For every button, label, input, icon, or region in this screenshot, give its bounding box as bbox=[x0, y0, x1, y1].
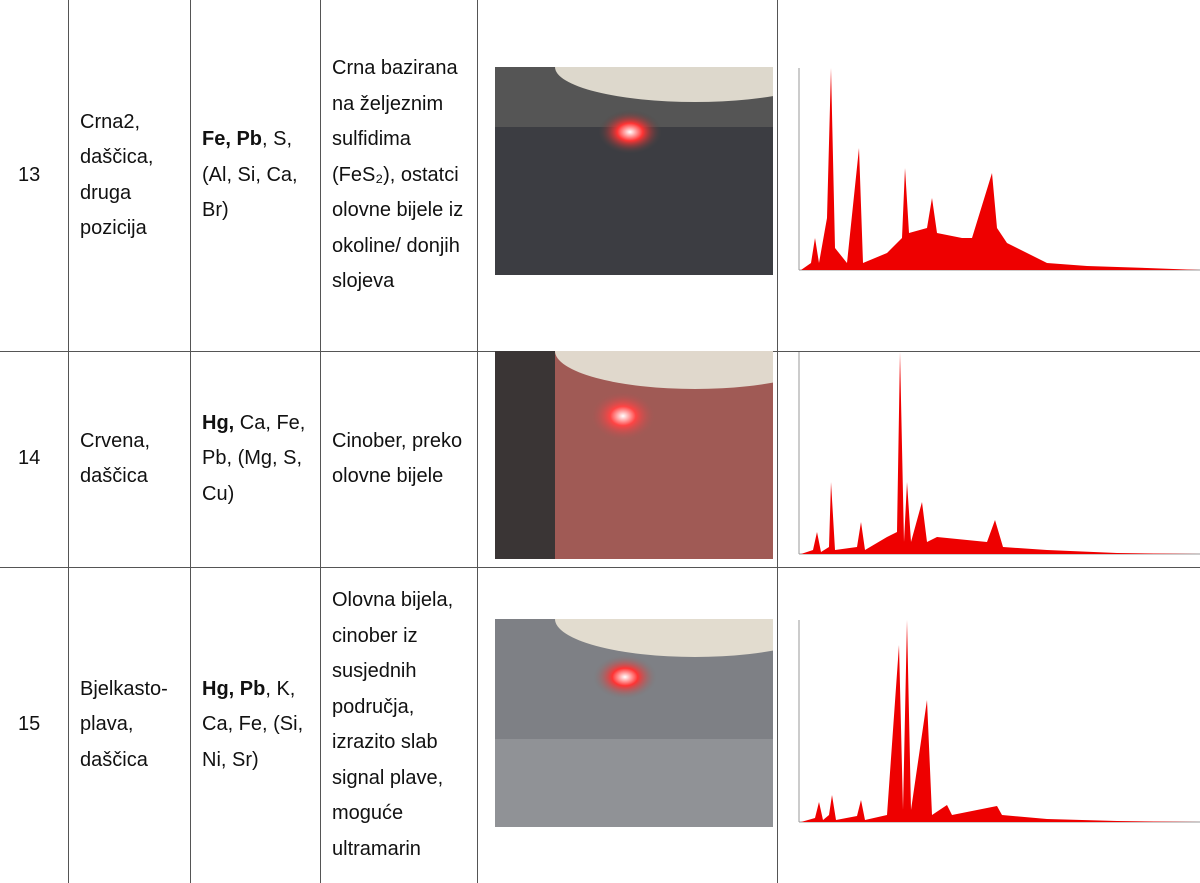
table-cell: Crvena, daščica bbox=[68, 351, 190, 567]
spectrum bbox=[798, 352, 1200, 555]
interpretation: Crna bazirana na željeznim sulfidima (Fe… bbox=[332, 57, 464, 293]
minor-elements: , S, (Al, Si, Ca, Br) bbox=[202, 128, 298, 222]
column-border bbox=[777, 0, 778, 883]
column-border bbox=[190, 0, 191, 883]
interpretation: Cinober, preko olovne bijele bbox=[332, 429, 463, 488]
table-cell: 14 bbox=[0, 351, 68, 567]
cell-text: 15 bbox=[18, 707, 40, 743]
table-cell: 15 bbox=[0, 567, 68, 883]
sample-name: Crvena, daščica bbox=[80, 429, 151, 488]
table-cell: Crna2, daščica, druga pozicija bbox=[68, 0, 190, 351]
row-border bbox=[0, 567, 1200, 568]
cell-text: 13 bbox=[18, 158, 40, 194]
interpretation: Olovna bijela, cinober iz susjednih podr… bbox=[332, 589, 454, 860]
column-border bbox=[477, 0, 478, 883]
cell-text: Crvena, daščica bbox=[80, 424, 190, 495]
cell-text: Crna2, daščica, druga pozicija bbox=[80, 105, 190, 247]
table-cell: Crna bazirana na željeznim sulfidima (Fe… bbox=[320, 0, 477, 351]
row-number: 13 bbox=[18, 163, 41, 186]
elements: Hg, Pb, K, Ca, Fe, (Si, Ni, Sr) bbox=[202, 678, 303, 771]
table-cell: Fe, Pb, S, (Al, Si, Ca, Br) bbox=[190, 0, 320, 351]
cell-text: 14 bbox=[18, 441, 40, 477]
cell-text: Crna bazirana na željeznim sulfidima (Fe… bbox=[332, 51, 477, 300]
row-number: 15 bbox=[18, 713, 41, 736]
column-border bbox=[68, 0, 69, 883]
table-cell: Hg, Pb, K, Ca, Fe, (Si, Ni, Sr) bbox=[190, 567, 320, 883]
table-cell: 13 bbox=[0, 0, 68, 351]
elements: Hg, Ca, Fe, Pb, (Mg, S, Cu) bbox=[202, 412, 305, 505]
table-cell: Bjelkasto-plava, daščica bbox=[68, 567, 190, 883]
sample-name: Bjelkasto-plava, daščica bbox=[80, 677, 168, 771]
cell-text: Olovna bijela, cinober iz susjednih podr… bbox=[332, 583, 477, 867]
cell-text: Bjelkasto-plava, daščica bbox=[80, 672, 190, 779]
major-elements: Hg, bbox=[202, 411, 235, 434]
micro-photo bbox=[495, 67, 773, 275]
cell-text: Hg, Ca, Fe, Pb, (Mg, S, Cu) bbox=[202, 406, 320, 513]
elements: Fe, Pb, S, (Al, Si, Ca, Br) bbox=[202, 128, 298, 221]
major-elements: Hg, Pb bbox=[202, 677, 266, 700]
spectrum bbox=[798, 68, 1200, 271]
column-border bbox=[320, 0, 321, 883]
cell-text: Cinober, preko olovne bijele bbox=[332, 424, 477, 495]
sample-name: Crna2, daščica, druga pozicija bbox=[80, 110, 154, 240]
table-cell: Olovna bijela, cinober iz susjednih podr… bbox=[320, 567, 477, 883]
spectrum bbox=[798, 620, 1200, 823]
row-number: 14 bbox=[18, 447, 41, 470]
minor-elements: , K, Ca, Fe, (Si, Ni, Sr) bbox=[202, 677, 304, 771]
cell-text: Fe, Pb, S, (Al, Si, Ca, Br) bbox=[202, 122, 320, 229]
minor-elements: Ca, Fe, Pb, (Mg, S, Cu) bbox=[202, 411, 306, 505]
cell-text: Hg, Pb, K, Ca, Fe, (Si, Ni, Sr) bbox=[202, 672, 320, 779]
micro-photo bbox=[495, 619, 773, 827]
table-cell: Cinober, preko olovne bijele bbox=[320, 351, 477, 567]
table-cell: Hg, Ca, Fe, Pb, (Mg, S, Cu) bbox=[190, 351, 320, 567]
micro-photo bbox=[495, 351, 773, 559]
major-elements: Fe, Pb bbox=[202, 128, 263, 151]
